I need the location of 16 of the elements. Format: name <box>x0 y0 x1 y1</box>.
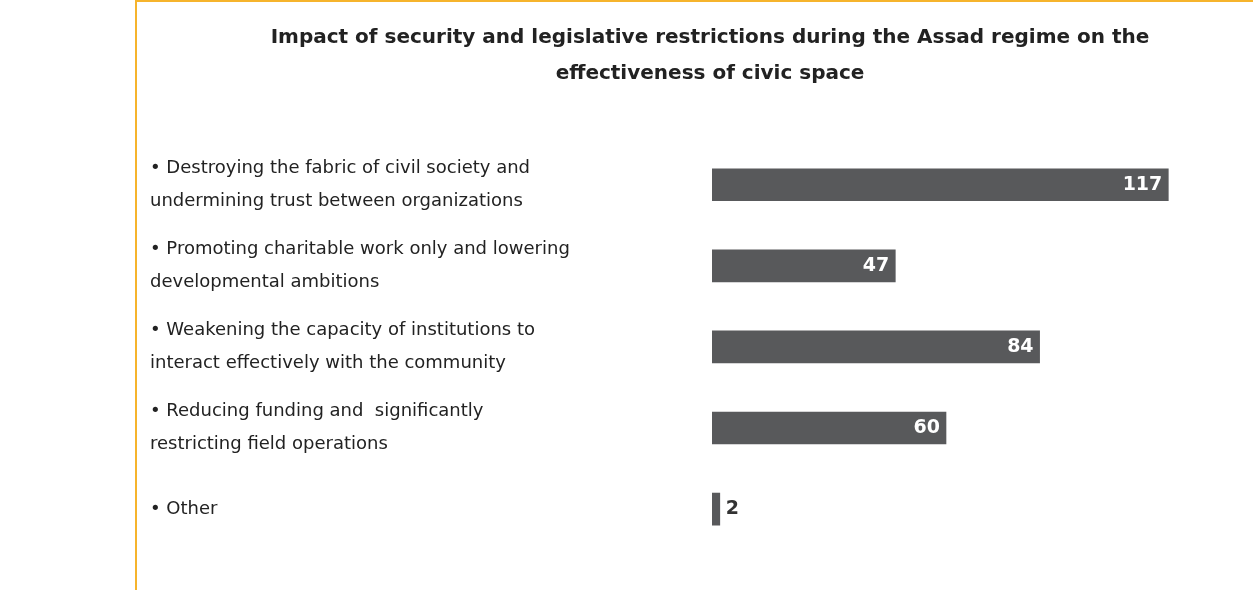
y-tick-label: • Destroying the fabric of civil society and undermining trust between organizations <box>150 156 531 210</box>
bar <box>712 411 947 445</box>
y-tick-label: • Other <box>150 496 219 518</box>
bar <box>712 492 721 526</box>
y-tick-label: • Reducing funding and significantly restricting field operations <box>150 399 484 453</box>
data-label: 84 <box>1007 333 1034 356</box>
chart-title: Impact of security and legislative restrictions during the Assad regime on the effectiveness of civic space <box>269 23 1151 86</box>
data-label: 2 <box>725 496 740 518</box>
data-label: 60 <box>913 414 940 437</box>
bar <box>712 168 1169 202</box>
data-label: 117 <box>1122 171 1163 194</box>
y-tick-label: • Promoting charitable work only and lowering developmental ambitions <box>150 237 570 291</box>
data-label: 47 <box>862 252 890 275</box>
bar <box>712 330 1040 364</box>
bar <box>712 249 896 283</box>
y-tick-label: • Weakening the capacity of institutions to interact effectively with the community <box>150 318 541 372</box>
